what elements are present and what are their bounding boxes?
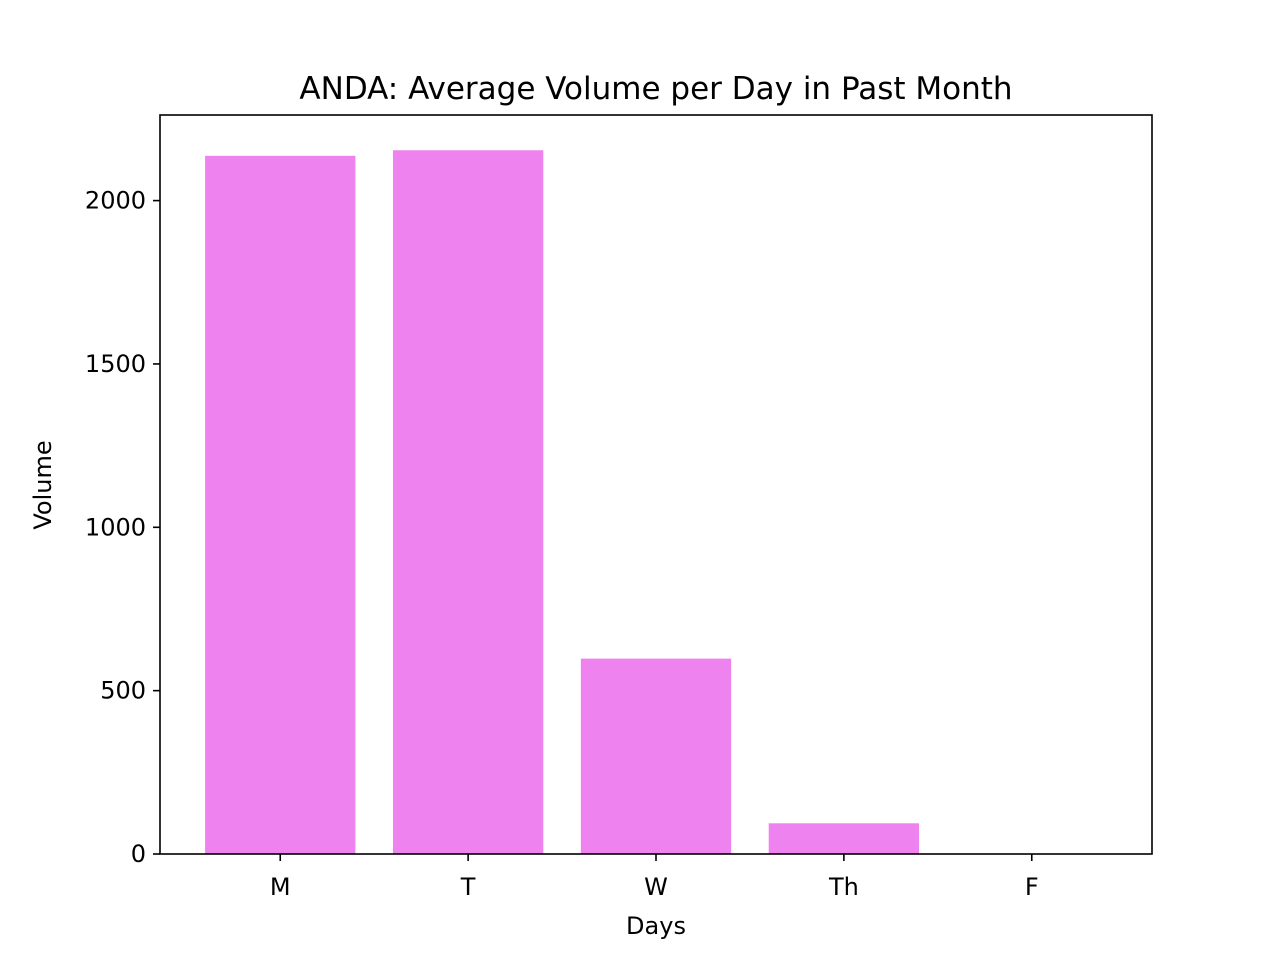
y-axis-label: Volume — [29, 440, 57, 529]
bars-group — [205, 150, 920, 854]
bar-th — [768, 823, 920, 854]
x-tick-label-w: W — [644, 873, 668, 901]
bar-t — [392, 150, 544, 854]
chart-title: ANDA: Average Volume per Day in Past Mon… — [299, 71, 1012, 107]
y-tick-label: 1500 — [85, 350, 146, 378]
x-tick-label-f: F — [1025, 873, 1039, 901]
y-tick-label: 0 — [131, 840, 146, 868]
y-tick-label: 1000 — [85, 513, 146, 541]
x-tick-label-t: T — [460, 873, 476, 901]
x-tick-label-m: M — [270, 873, 291, 901]
y-tick-label: 2000 — [85, 187, 146, 215]
x-axis-ticks: M T W Th F — [270, 854, 1039, 901]
y-axis-ticks: 0 500 1000 1500 2000 — [85, 187, 160, 868]
bar-m — [205, 155, 356, 854]
bar-w — [580, 658, 732, 854]
x-tick-label-th: Th — [828, 873, 859, 901]
y-tick-label: 500 — [100, 677, 146, 705]
x-axis-label: Days — [626, 912, 686, 940]
